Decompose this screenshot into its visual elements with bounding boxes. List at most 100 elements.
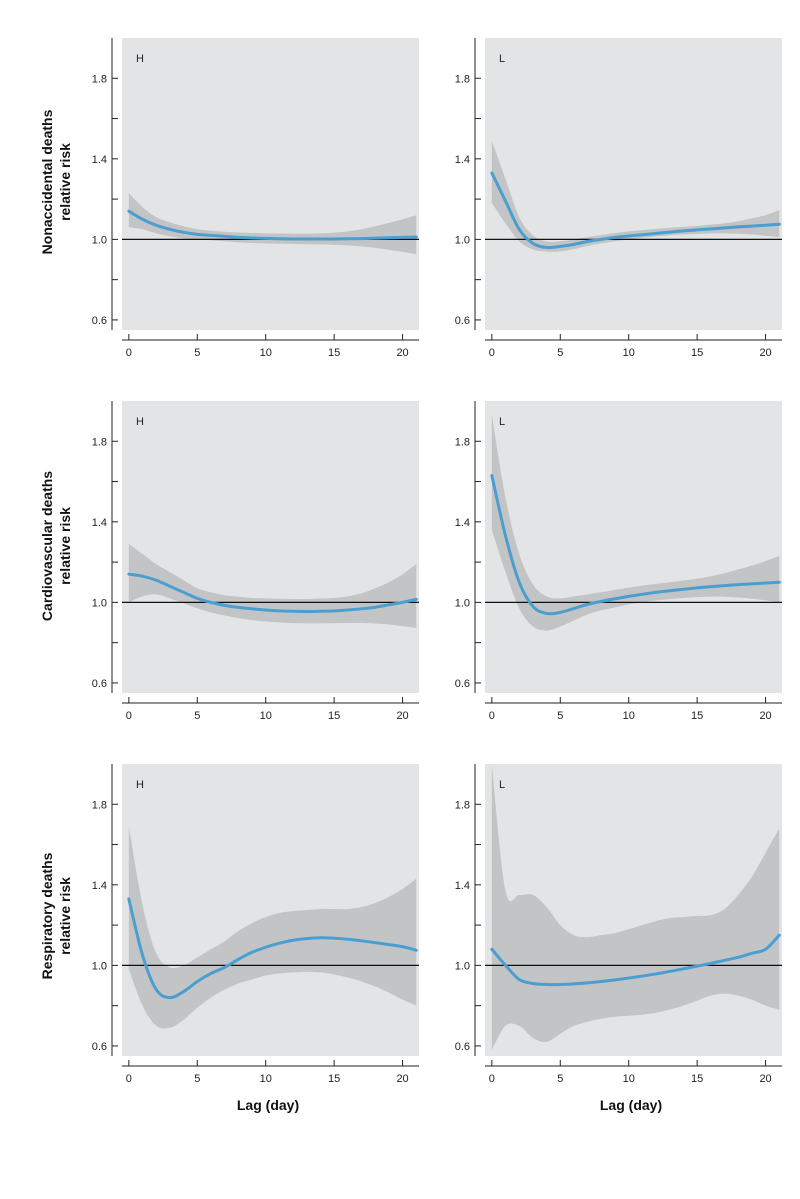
data-point <box>278 237 281 240</box>
data-point <box>292 939 294 942</box>
data-point <box>545 612 548 615</box>
x-tick-label: 15 <box>691 347 703 359</box>
data-point <box>278 610 281 612</box>
y-tick-label: 1.8 <box>455 799 470 811</box>
x-tick-label: 15 <box>691 1073 703 1085</box>
x-tick-label: 10 <box>623 347 635 359</box>
data-point <box>737 583 740 586</box>
data-point <box>374 606 377 609</box>
data-point <box>668 589 671 592</box>
y-tick-label: 0.6 <box>455 1041 470 1053</box>
data-point <box>360 237 363 240</box>
x-tick-label: 10 <box>623 1073 635 1085</box>
x-tick-label: 20 <box>759 1073 771 1085</box>
data-point <box>641 975 644 977</box>
data-point <box>401 601 404 604</box>
data-point <box>504 964 507 967</box>
x-axis-label-left: Lag (day) <box>237 1097 299 1113</box>
data-point <box>210 601 212 604</box>
data-point <box>305 937 308 940</box>
y-axis-label-respiratory-line2: relative risk <box>57 877 73 955</box>
y-axis-label-nonaccidental-line2: relative risk <box>57 143 73 221</box>
x-tick-label: 0 <box>126 710 132 722</box>
y-tick-label: 0.6 <box>92 1041 107 1053</box>
y-axis-label-nonaccidental-line1: Nonaccidental deaths <box>39 109 55 254</box>
data-point <box>388 603 390 606</box>
data-point <box>641 233 644 236</box>
panel-cardiovascular-l: 0.6 1.0 1.4 1.8 0 5 10 15 20 L <box>455 401 782 722</box>
x-tick-label: 15 <box>328 347 340 359</box>
plot-background <box>485 401 782 693</box>
x-tick-label: 5 <box>557 1073 563 1085</box>
data-point <box>182 231 185 234</box>
y-tick-label: 1.0 <box>455 597 470 609</box>
data-point <box>333 238 335 240</box>
data-point <box>251 951 253 954</box>
x-tick-label: 5 <box>557 710 563 722</box>
data-point <box>655 591 657 594</box>
data-point <box>668 231 671 233</box>
data-point <box>141 575 144 577</box>
x-tick-label: 20 <box>396 710 408 722</box>
x-tick-label: 5 <box>194 347 200 359</box>
data-point <box>347 609 349 611</box>
data-point <box>292 610 294 613</box>
y-tick-label: 1.8 <box>455 73 470 85</box>
data-point <box>169 228 171 231</box>
data-point <box>682 968 685 970</box>
estimate-curve <box>127 209 418 241</box>
data-point <box>545 246 548 249</box>
data-point <box>751 952 753 955</box>
data-point <box>696 965 698 967</box>
y-tick-label: 1.4 <box>92 154 107 166</box>
data-point <box>223 604 226 607</box>
x-tick-label: 15 <box>328 1073 340 1085</box>
data-point <box>778 223 781 226</box>
data-point <box>141 218 144 221</box>
data-point <box>182 990 185 993</box>
data-point <box>491 474 493 477</box>
panel-nonaccidental-l: 0.6 1.0 1.4 1.8 0 5 10 15 20 L <box>455 38 782 359</box>
panel-label: L <box>499 416 505 428</box>
data-point <box>491 948 493 951</box>
data-point <box>655 232 657 235</box>
panel-label: H <box>136 416 144 428</box>
data-point <box>518 228 521 231</box>
data-point <box>614 597 616 600</box>
y-tick-label: 0.6 <box>455 678 470 690</box>
data-point <box>627 977 630 979</box>
x-tick-label: 20 <box>759 347 771 359</box>
y-tick-label: 1.0 <box>92 960 107 972</box>
data-point <box>264 237 267 240</box>
confidence-band <box>491 415 780 631</box>
x-tick-label: 10 <box>260 347 272 359</box>
data-point <box>586 603 589 606</box>
x-tick-label: 5 <box>194 710 200 722</box>
data-point <box>333 610 335 612</box>
data-point <box>401 236 404 239</box>
data-point <box>518 581 521 584</box>
data-point <box>415 236 418 238</box>
data-point <box>360 608 363 610</box>
y-tick-label: 1.4 <box>92 880 107 892</box>
data-point <box>778 934 781 936</box>
confidence-band <box>491 140 780 252</box>
data-point <box>292 238 294 240</box>
x-axis-label-right: Lag (day) <box>600 1097 662 1113</box>
data-point <box>196 980 199 983</box>
data-point <box>778 581 781 584</box>
data-point <box>305 238 308 240</box>
data-point <box>128 210 130 212</box>
data-point <box>237 236 240 239</box>
y-tick-label: 0.6 <box>455 315 470 327</box>
panel-label: L <box>499 779 505 791</box>
data-point <box>710 228 712 230</box>
data-point <box>600 238 603 241</box>
y-tick-label: 1.8 <box>455 436 470 448</box>
data-point <box>614 236 616 239</box>
estimate-curve <box>127 897 418 1000</box>
x-tick-label: 0 <box>126 347 132 359</box>
data-point <box>573 983 575 985</box>
y-tick-label: 1.0 <box>92 597 107 609</box>
data-point <box>559 983 562 986</box>
